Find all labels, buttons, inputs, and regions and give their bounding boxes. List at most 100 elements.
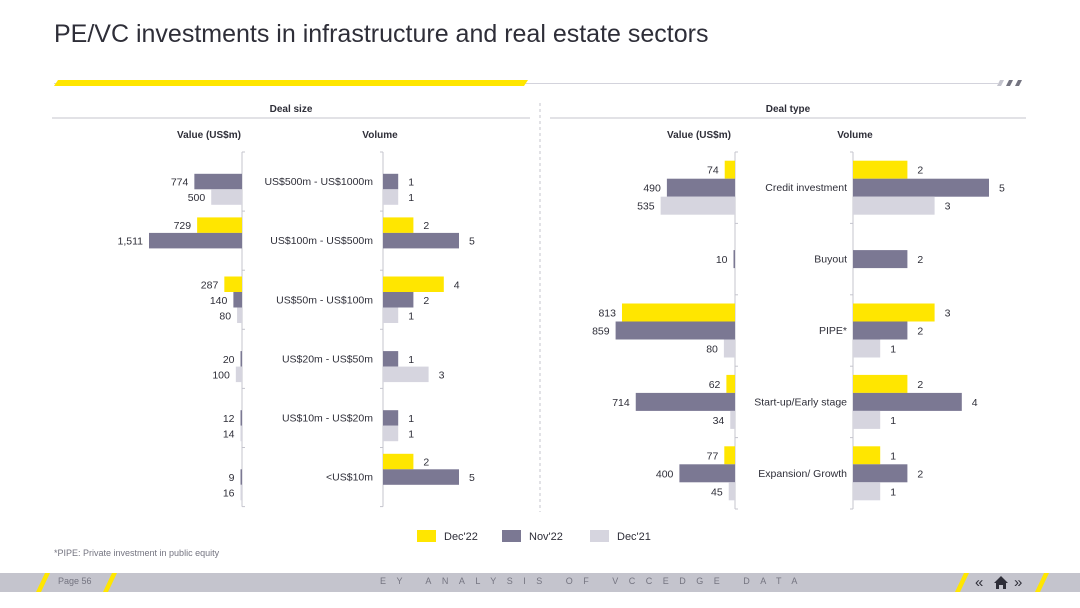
legend-label: Dec'21: [617, 531, 651, 543]
footer-source: EY ANALYSIS OF VCCEDGE DATA: [380, 576, 808, 586]
value-data-label: 80: [219, 310, 231, 322]
volume-data-label: 3: [945, 308, 951, 320]
volume-bar-Nov'22: [853, 321, 908, 340]
value-bar-Dec'21: [237, 307, 242, 323]
value-data-label: 100: [212, 369, 230, 381]
volume-bar-Dec'21: [383, 307, 399, 323]
volume-data-label: 1: [408, 177, 414, 189]
volume-data-label: 1: [408, 310, 414, 322]
panel-title: Deal size: [270, 104, 313, 115]
value-data-label: 490: [643, 183, 661, 195]
volume-data-label: 1: [890, 344, 896, 356]
value-data-label: 45: [711, 486, 723, 498]
category-label: PIPE*: [819, 325, 847, 337]
volume-bar-Dec'22: [853, 446, 881, 465]
category-label: Start-up/Early stage: [754, 396, 847, 408]
volume-data-label: 2: [423, 295, 429, 307]
category-label: <US$10m: [326, 472, 373, 484]
volume-bar-Nov'22: [383, 469, 459, 485]
volume-data-label: 5: [999, 183, 1005, 195]
volume-bar-Dec'22: [853, 160, 908, 179]
footnote: *PIPE: Private investment in public equi…: [54, 548, 220, 558]
value-bar-Dec'22: [724, 160, 735, 179]
value-bar-Dec'22: [621, 303, 735, 322]
volume-data-label: 1: [890, 415, 896, 427]
legend-swatch-Dec'22: [417, 530, 436, 542]
value-data-label: 729: [174, 220, 192, 232]
value-bar-Dec'22: [726, 374, 735, 393]
value-data-label: 714: [612, 397, 630, 409]
volume-bar-Dec'21: [853, 339, 881, 358]
value-bar-Dec'21: [211, 189, 242, 205]
legend-swatch-Nov'22: [502, 530, 521, 542]
category-label: US$50m - US$100m: [276, 294, 373, 306]
value-data-label: 535: [637, 201, 655, 213]
value-data-label: 859: [592, 326, 610, 338]
previous-page-icon[interactable]: «: [975, 574, 984, 591]
value-column-header: Value (US$m): [667, 130, 731, 141]
volume-bar-Dec'21: [853, 196, 935, 215]
value-bar-Nov'22: [679, 464, 735, 483]
category-label: US$20m - US$50m: [282, 353, 373, 365]
value-data-label: 140: [210, 295, 228, 307]
volume-data-label: 2: [917, 468, 923, 480]
volume-data-label: 1: [408, 428, 414, 440]
volume-data-label: 2: [917, 326, 923, 338]
volume-bar-Dec'21: [853, 410, 881, 429]
category-label: US$500m - US$1000m: [264, 176, 373, 188]
value-bar-Dec'21: [728, 482, 735, 501]
value-bar-Dec'22: [197, 217, 242, 233]
value-bar-Nov'22: [240, 469, 242, 485]
volume-data-label: 1: [408, 413, 414, 425]
value-bar-Dec'22: [724, 446, 735, 465]
value-data-label: 287: [201, 279, 219, 291]
value-bar-Nov'22: [233, 292, 242, 308]
volume-data-label: 5: [469, 472, 475, 484]
volume-column-header: Volume: [837, 130, 873, 141]
volume-data-label: 1: [890, 450, 896, 462]
volume-data-label: 2: [423, 457, 429, 469]
page-title: PE/VC investments in infrastructure and …: [54, 20, 709, 48]
value-bar-Dec'21: [730, 410, 735, 429]
volume-bar-Nov'22: [383, 292, 414, 308]
value-data-label: 400: [656, 468, 674, 480]
volume-bar-Dec'21: [853, 482, 881, 501]
value-bar-Nov'22: [149, 232, 242, 249]
title-underline: [54, 83, 998, 84]
footer-bar: [0, 573, 1080, 592]
value-data-label: 62: [709, 379, 721, 391]
volume-bar-Dec'22: [853, 374, 908, 393]
volume-bar-Nov'22: [383, 232, 459, 249]
value-bar-Dec'21: [235, 366, 242, 383]
value-data-label: 813: [598, 308, 616, 320]
category-label: Expansion/ Growth: [758, 468, 847, 480]
value-data-label: 774: [171, 177, 189, 189]
volume-data-label: 4: [454, 279, 460, 291]
value-bar-Nov'22: [240, 410, 242, 426]
value-data-label: 74: [707, 165, 719, 177]
volume-bar-Nov'22: [383, 351, 399, 367]
value-data-label: 80: [706, 344, 718, 356]
volume-bar-Nov'22: [383, 173, 399, 190]
value-bar-Dec'22: [224, 276, 242, 292]
title-accent-bar: [54, 80, 528, 86]
volume-bar-Nov'22: [853, 392, 962, 411]
volume-bar-Nov'22: [853, 250, 908, 269]
next-page-icon[interactable]: »: [1014, 574, 1023, 591]
legend-label: Dec'22: [444, 531, 478, 543]
value-bar-Nov'22: [194, 173, 242, 190]
page-number: Page 56: [58, 576, 92, 586]
home-icon[interactable]: [993, 574, 1009, 594]
volume-data-label: 1: [408, 354, 414, 366]
volume-data-label: 1: [408, 192, 414, 204]
value-data-label: 500: [188, 192, 206, 204]
volume-data-label: 2: [917, 254, 923, 266]
value-bar-Dec'21: [660, 196, 735, 215]
volume-bar-Dec'22: [383, 217, 414, 233]
volume-bar-Nov'22: [853, 178, 989, 197]
volume-data-label: 5: [469, 236, 475, 248]
category-label: US$100m - US$500m: [270, 235, 373, 247]
volume-bar-Dec'21: [383, 189, 399, 205]
value-column-header: Value (US$m): [177, 130, 241, 141]
decor-slash: [1006, 80, 1013, 86]
